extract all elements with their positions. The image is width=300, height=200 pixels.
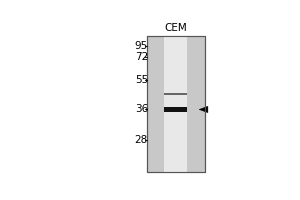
Text: 28: 28 bbox=[135, 135, 148, 145]
Text: 72: 72 bbox=[135, 52, 148, 62]
Bar bbox=[164, 36, 188, 172]
Bar bbox=[164, 107, 188, 112]
Bar bbox=[147, 36, 205, 172]
Text: 55: 55 bbox=[135, 75, 148, 85]
Text: 36: 36 bbox=[135, 104, 148, 114]
Bar bbox=[164, 93, 188, 95]
Text: 95: 95 bbox=[135, 41, 148, 51]
Bar bbox=[147, 36, 205, 172]
Text: CEM: CEM bbox=[164, 23, 187, 33]
Polygon shape bbox=[199, 106, 208, 113]
